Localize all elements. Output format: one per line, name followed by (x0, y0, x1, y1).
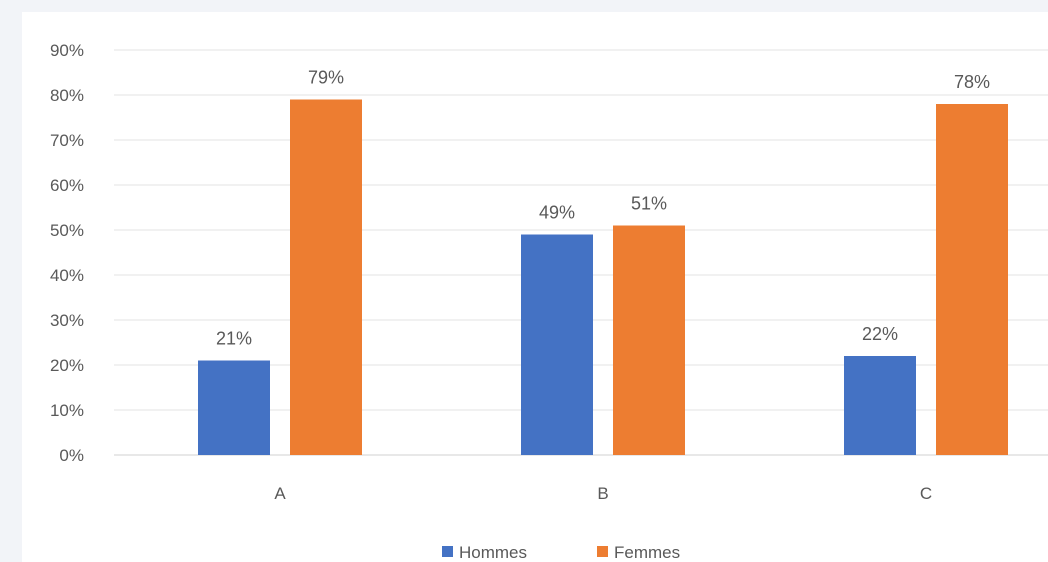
y-tick-label: 70% (50, 131, 84, 150)
y-tick-label: 30% (50, 311, 84, 330)
chart-panel: 0% 10% 20% 30% 40% 50% 60% 70% 80% 90% 21% 79% 49% 5… (22, 12, 1048, 562)
bar-femmes-a (290, 99, 362, 455)
y-tick-label: 0% (59, 446, 84, 465)
x-tick-label: A (274, 484, 286, 503)
bar-hommes-a (198, 360, 270, 455)
data-label: 49% (539, 203, 575, 223)
legend: Hommes Femmes (442, 543, 680, 562)
y-tick-label: 60% (50, 176, 84, 195)
y-tick-label: 40% (50, 266, 84, 285)
data-label: 51% (631, 194, 667, 214)
y-tick-label: 10% (50, 401, 84, 420)
data-label: 21% (216, 329, 252, 349)
legend-label-hommes: Hommes (459, 543, 527, 562)
bar-chart: 0% 10% 20% 30% 40% 50% 60% 70% 80% 90% 21% 79% 49% 5… (50, 41, 1048, 562)
x-tick-label: B (597, 484, 608, 503)
bar-femmes-b (613, 225, 685, 455)
data-label: 22% (862, 324, 898, 344)
legend-swatch-femmes (597, 546, 608, 557)
y-tick-label: 90% (50, 41, 84, 60)
legend-label-femmes: Femmes (614, 543, 680, 562)
y-tick-label: 50% (50, 221, 84, 240)
x-axis-tick-labels: A B C (274, 484, 932, 503)
x-tick-label: C (920, 484, 932, 503)
bar-hommes-c (844, 356, 916, 455)
bars (198, 99, 1008, 455)
data-label: 79% (308, 68, 344, 88)
data-label: 78% (954, 72, 990, 92)
bar-hommes-b (521, 234, 593, 455)
y-tick-label: 20% (50, 356, 84, 375)
data-labels: 21% 79% 49% 51% 22% 78% (216, 68, 990, 349)
legend-swatch-hommes (442, 546, 453, 557)
y-tick-label: 80% (50, 86, 84, 105)
y-axis-tick-labels: 0% 10% 20% 30% 40% 50% 60% 70% 80% 90% (50, 41, 84, 465)
bar-femmes-c (936, 104, 1008, 455)
